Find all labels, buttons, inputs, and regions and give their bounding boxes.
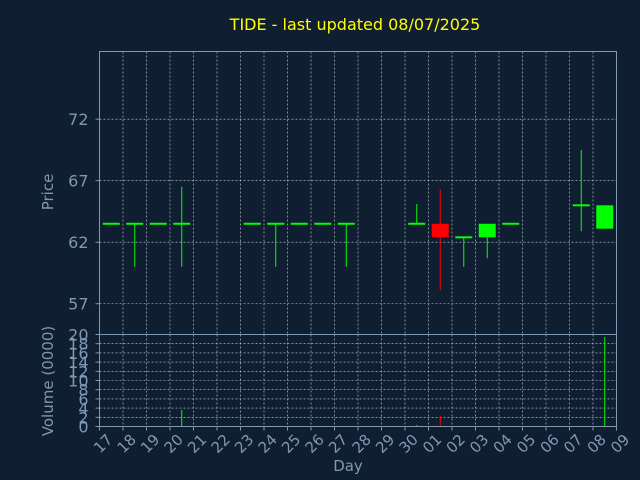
- chart-title: TIDE - last updated 08/07/2025: [229, 15, 481, 34]
- x-tick-label: 29: [372, 431, 398, 457]
- price-y-tick-label: 62: [68, 233, 88, 252]
- volume-y-tick-label: 6: [78, 390, 88, 409]
- candle-17: [102, 222, 120, 225]
- price-y-tick-label: 57: [68, 295, 88, 314]
- candle-20: [173, 186, 191, 267]
- price-y-ticks: 57 62 67 72: [68, 110, 100, 314]
- x-tick-label: 19: [137, 431, 163, 457]
- volume-y-tick-label: 16: [68, 344, 88, 363]
- x-tick-label: 22: [208, 431, 234, 457]
- candle-body: [102, 222, 120, 225]
- candle-body: [502, 222, 520, 225]
- price-y-tick-label: 67: [68, 172, 88, 191]
- x-tick-label: 28: [349, 431, 375, 457]
- x-tick-label: 21: [184, 431, 210, 457]
- volume-y-tick-label: 12: [68, 362, 88, 381]
- x-tick-label: 24: [255, 431, 281, 457]
- volume-y-tick-label: 4: [78, 399, 88, 418]
- candle-30: [408, 204, 426, 225]
- candle-24: [267, 222, 285, 267]
- x-tick-label: 01: [419, 431, 445, 457]
- volume-y-tick-label: 14: [68, 353, 88, 372]
- candle-26: [314, 222, 332, 225]
- candle-07: [572, 149, 590, 232]
- price-grid: [99, 51, 617, 335]
- x-tick-label: 18: [114, 431, 140, 457]
- x-tick-label: 04: [490, 431, 516, 457]
- candle-body: [337, 222, 355, 225]
- x-tick-label: 09: [607, 431, 633, 457]
- candle-27: [337, 222, 355, 267]
- volume-y-tick-label: 20: [68, 326, 88, 345]
- candle-body: [149, 222, 167, 225]
- candle-body: [572, 204, 590, 207]
- x-axis-label: Day: [333, 457, 363, 475]
- candle-body: [243, 222, 261, 225]
- x-tick-label: 27: [325, 431, 351, 457]
- price-axis-label: Price: [39, 174, 57, 211]
- candle-18: [126, 222, 144, 267]
- candle-body: [126, 222, 144, 225]
- volume-bars: [181, 336, 606, 427]
- volume-grid: [99, 334, 617, 427]
- candle-body: [455, 236, 473, 239]
- candle-body: [596, 205, 614, 229]
- candle-body: [431, 223, 449, 238]
- x-axis-ticks: 1718192021222324252627282930010203040506…: [90, 426, 633, 457]
- x-tick-label: 08: [584, 431, 610, 457]
- volume-y-tick-label: 18: [68, 335, 88, 354]
- volume-axis-label: Volume (0000): [39, 326, 57, 436]
- candle-03: [478, 223, 496, 259]
- x-tick-label: 25: [278, 431, 304, 457]
- volume-y-tick-label: 10: [68, 372, 88, 391]
- x-tick-label: 17: [90, 431, 116, 457]
- volume-y-tick-label: 0: [78, 418, 88, 437]
- price-panel: 57 62 67 72 Price: [39, 51, 617, 335]
- x-tick-label: 02: [443, 431, 469, 457]
- candle-body: [173, 222, 191, 225]
- candle-25: [290, 222, 308, 225]
- x-tick-label: 07: [560, 431, 586, 457]
- candle-23: [243, 222, 261, 225]
- candle-body: [408, 222, 426, 225]
- candle-body: [267, 222, 285, 225]
- x-tick-label: 30: [396, 431, 422, 457]
- x-tick-label: 20: [161, 431, 187, 457]
- candle-04: [502, 222, 520, 225]
- candle-19: [149, 222, 167, 225]
- x-tick-label: 05: [513, 431, 539, 457]
- x-tick-label: 26: [302, 431, 328, 457]
- volume-y-tick-label: 8: [78, 381, 88, 400]
- volume-y-tick-label: 2: [78, 408, 88, 427]
- x-tick-label: 03: [466, 431, 492, 457]
- candle-02: [455, 236, 473, 267]
- price-y-tick-label: 72: [68, 110, 88, 129]
- x-tick-label: 06: [537, 431, 563, 457]
- x-tick-label: 23: [231, 431, 257, 457]
- candle-08: [596, 205, 614, 229]
- price-candles: [102, 149, 614, 291]
- candle-body: [478, 223, 496, 238]
- candle-01: [431, 189, 449, 291]
- candle-body: [314, 222, 332, 225]
- candle-body: [290, 222, 308, 225]
